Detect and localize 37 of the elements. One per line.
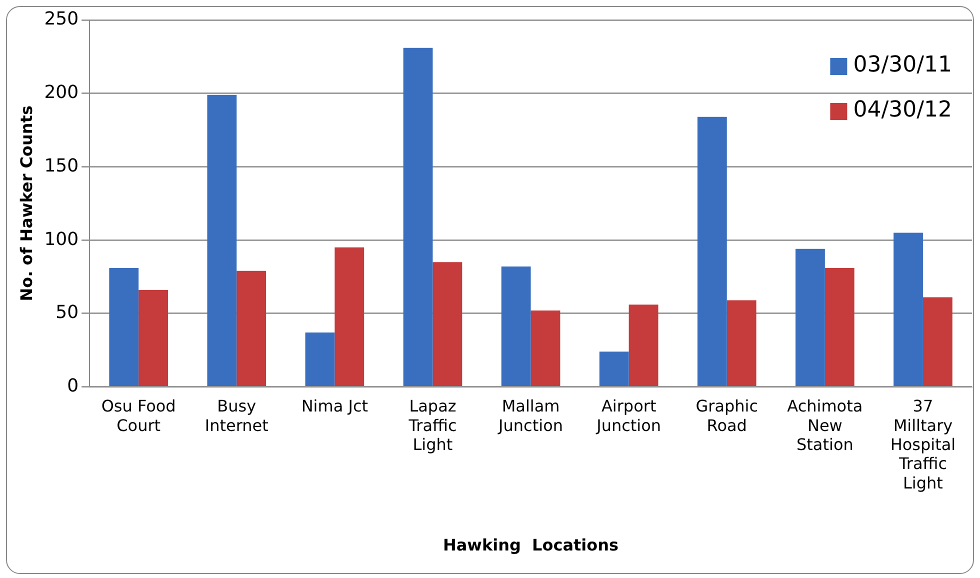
bar [432,262,462,386]
x-tick-label: 37 Milltary Hospital Traffic Light [890,396,956,492]
bar [894,232,923,386]
legend-label: 04/30/12 [853,98,952,123]
y-axis-title: No. of Hawker Counts [16,106,36,302]
bar [138,290,168,386]
x-tick-label: Achimota New Station [787,396,863,454]
bar [922,297,952,386]
bar [403,48,433,386]
x-tick-label: Airport Junction [596,396,662,435]
y-tick-label: 50 [56,302,79,324]
x-tick-label: Nima Jct [301,396,368,416]
bar [207,94,237,386]
bar [501,266,531,386]
bar [334,247,364,386]
y-tick-label: 250 [44,8,79,30]
x-axis-title: Hawking Locations [442,536,619,555]
bar [109,268,139,386]
bar [305,332,335,386]
y-tick-label: 150 [44,155,79,176]
bar [824,268,854,386]
bar [628,304,658,386]
y-tick-label: 0 [67,375,79,396]
x-tick-label: Graphic Road [696,396,758,435]
bar [726,300,756,386]
bar [697,116,727,386]
legend-label: 03/30/11 [853,52,952,78]
bar [530,310,560,386]
x-tick-label: Mallam Junction [498,396,564,435]
y-tick-label: 200 [44,82,79,104]
bar [796,248,825,386]
y-tick-label: 100 [44,228,79,250]
bar [599,352,629,386]
x-tick-label: Lapaz Traffic Light [408,396,457,454]
x-tick-label: Busy Internet [204,396,268,435]
bar [236,270,266,386]
x-tick-label: Osu Food Court [101,396,176,435]
